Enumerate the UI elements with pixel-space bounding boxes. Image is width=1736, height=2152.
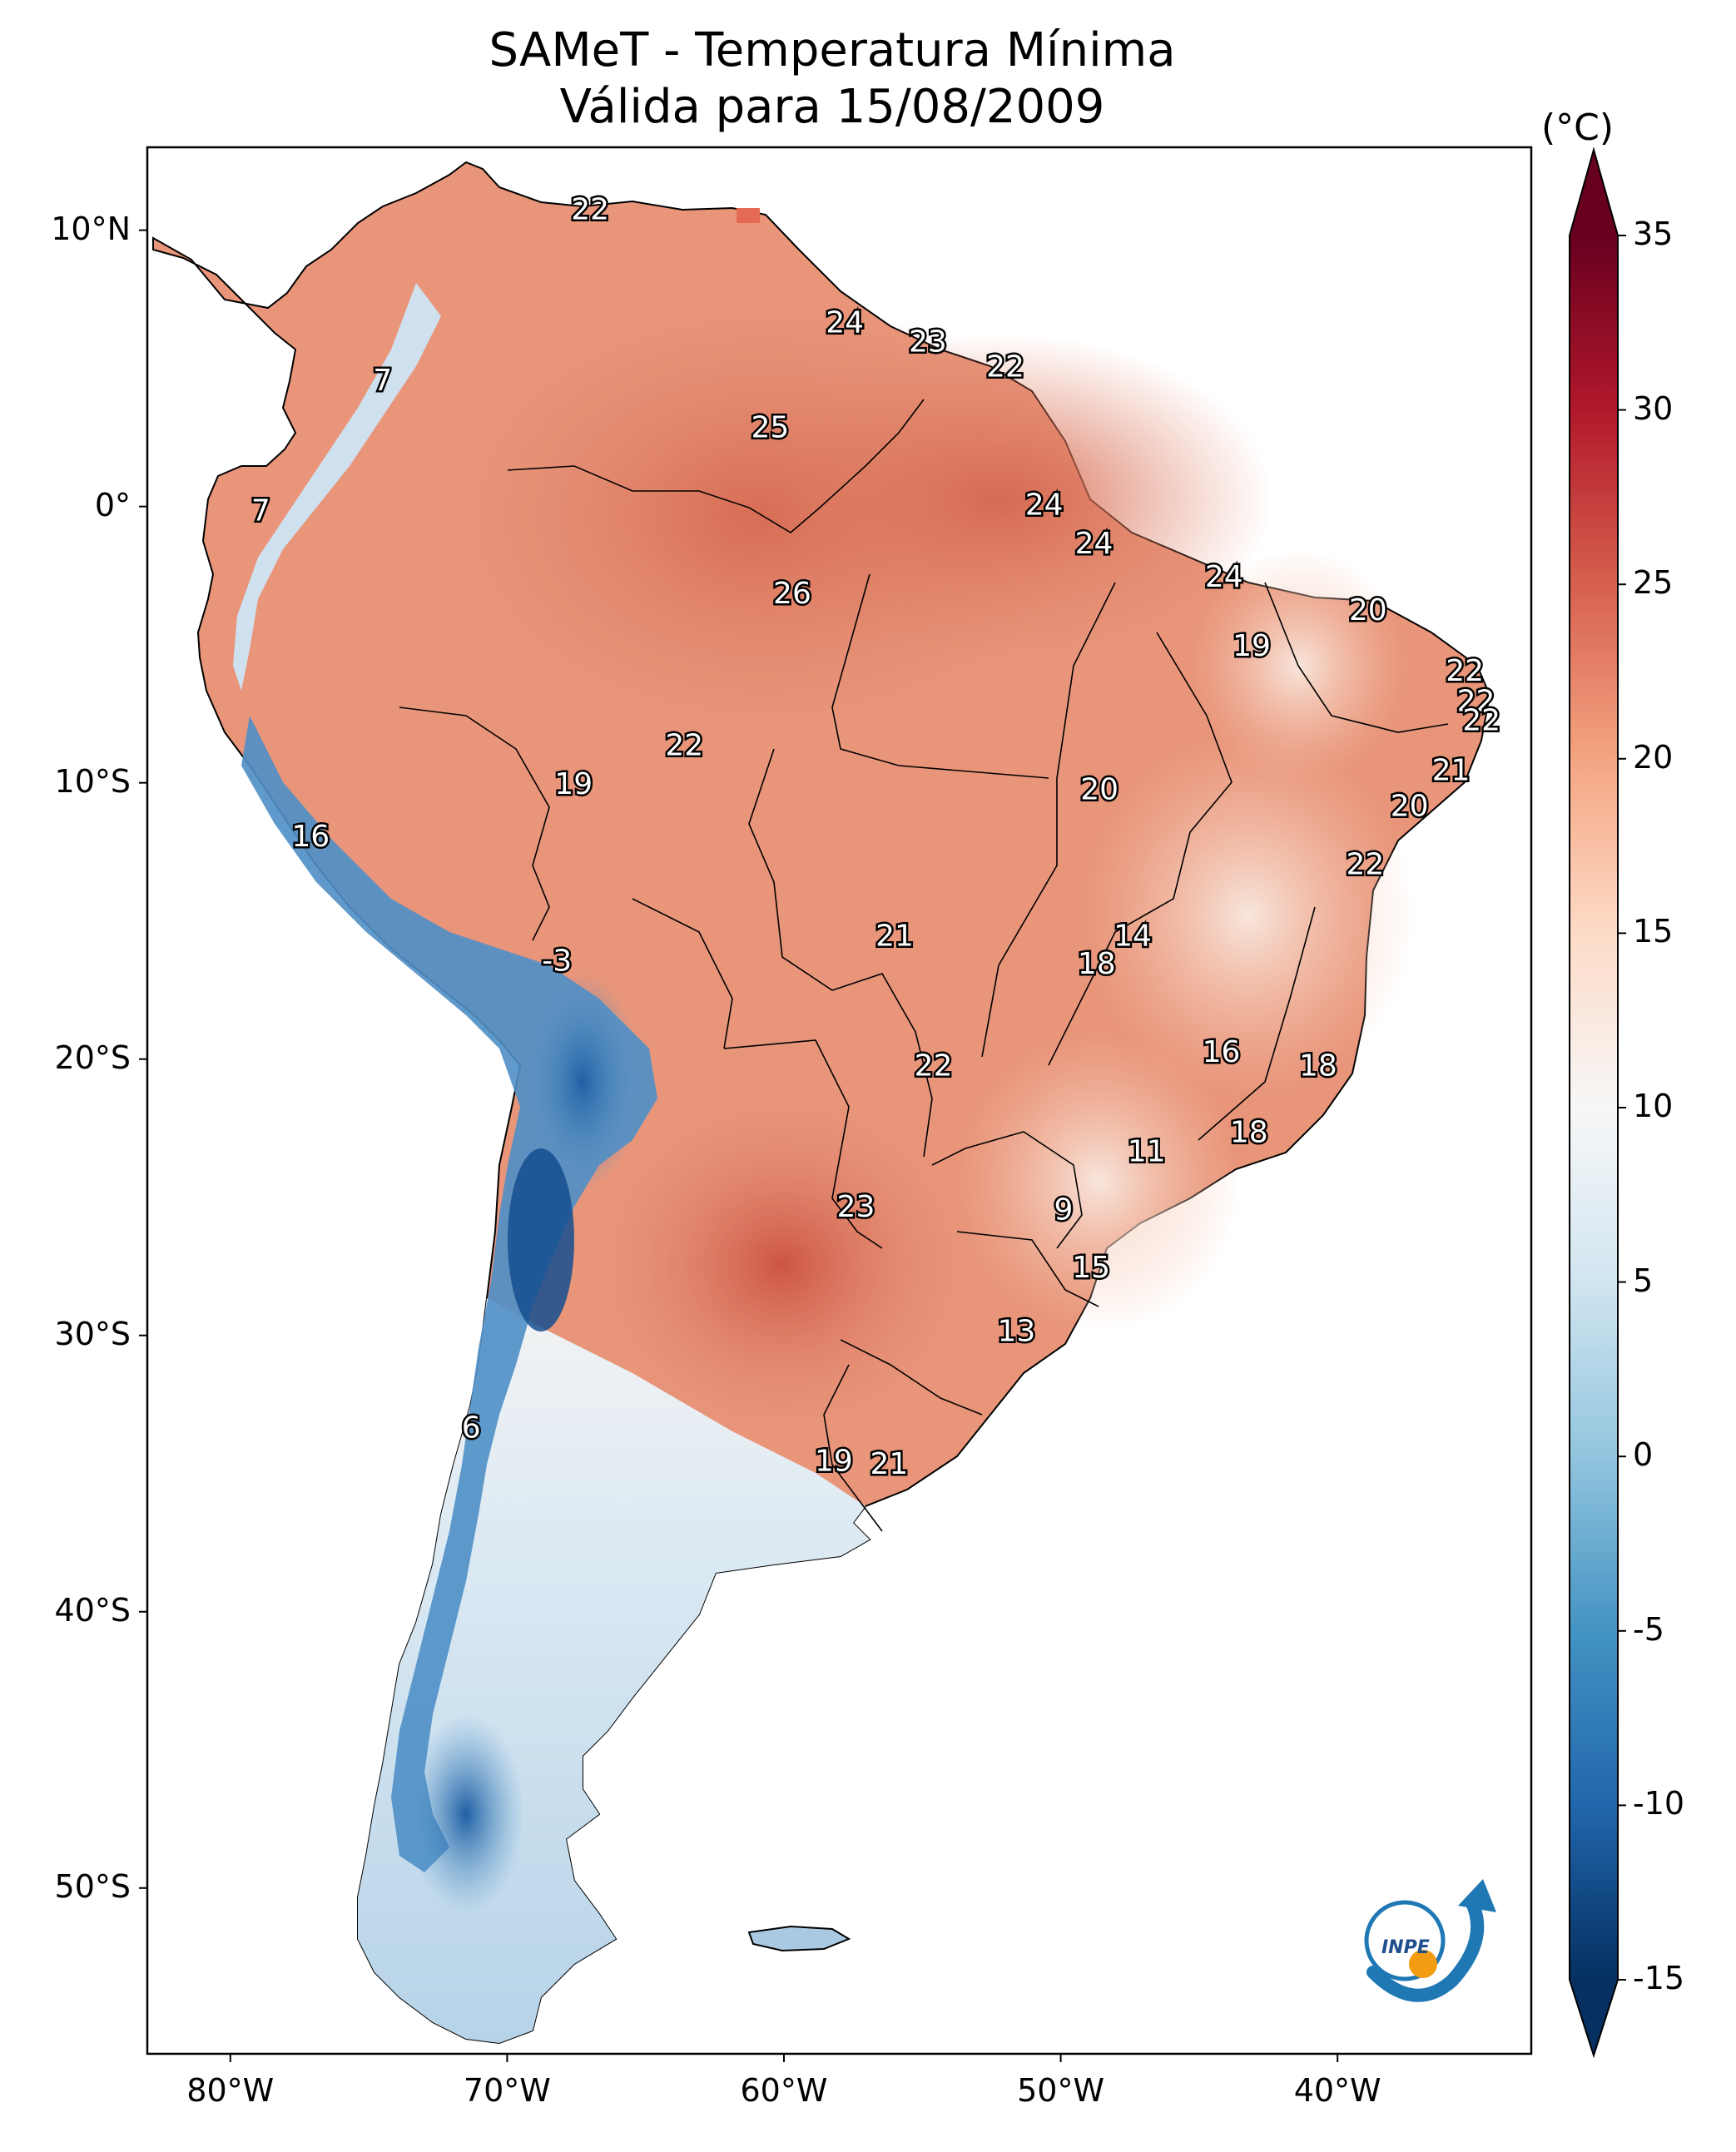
- inpe-logo-sun-icon: [1409, 1950, 1437, 1978]
- temperature-point-label: 9: [1054, 1193, 1073, 1227]
- inpe-logo-text: INPE: [1381, 1937, 1430, 1958]
- lon-tick-label: 70°W: [463, 2072, 551, 2109]
- temperature-point-label: 22: [986, 350, 1024, 384]
- temperature-point-label: 24: [826, 305, 864, 340]
- andes-deep-cold-core: [508, 1148, 574, 1331]
- temperature-point-label: -3: [542, 944, 572, 978]
- temperature-point-label: 22: [1347, 847, 1385, 881]
- temperature-point-label: 13: [997, 1314, 1035, 1348]
- temperature-point-label: 23: [909, 325, 947, 359]
- lat-tick-label: 10°S: [54, 762, 131, 800]
- temperature-point-label: 18: [1299, 1049, 1337, 1083]
- colorbar-tick-label: -15: [1633, 1960, 1685, 1996]
- temperature-point-label: 22: [1457, 684, 1495, 718]
- lat-tick-label: 50°S: [54, 1867, 131, 1905]
- lat-tick-label: 30°S: [54, 1315, 131, 1352]
- map-axis-ticks: [139, 229, 1339, 2062]
- temperature-point-label: 14: [1114, 920, 1152, 954]
- temperature-point-label: 22: [1462, 704, 1500, 738]
- temperature-point-label: 21: [1432, 753, 1471, 787]
- colorbar-tick-label: -10: [1633, 1785, 1685, 1822]
- temperature-point-label: 16: [1203, 1035, 1241, 1069]
- temperature-point-label: 7: [373, 364, 392, 398]
- temperature-point-label: 22: [915, 1049, 953, 1083]
- north-warm-zone: [724, 333, 1273, 666]
- temperature-point-label: 25: [751, 411, 789, 445]
- southeast-pale-zone: [957, 1032, 1240, 1331]
- colorbar-tick-label: 25: [1633, 564, 1674, 602]
- altiplano-cold-core: [524, 974, 641, 1190]
- temperature-point-label: 7: [251, 493, 270, 528]
- temperature-point-label: 6: [462, 1411, 481, 1445]
- temperature-point-label: 21: [875, 920, 914, 954]
- temperature-point-label: 18: [1078, 947, 1116, 981]
- colorbar-min-extension: [1570, 1980, 1618, 2055]
- northern-andes-cool-band: [233, 283, 441, 691]
- temperature-point-label: 19: [1233, 629, 1271, 663]
- temperature-point-label: 23: [837, 1190, 875, 1224]
- caribbean-island: [737, 208, 760, 223]
- falkland-islands: [747, 1925, 851, 1952]
- colorbar: [1569, 146, 1626, 2059]
- inpe-logo-ring: [1364, 1900, 1446, 1981]
- inpe-logo: INPE: [1364, 1879, 1496, 2002]
- temperature-point-label: 24: [1205, 560, 1243, 594]
- temperature-point-label: 26: [773, 577, 811, 611]
- colorbar-tick-label: 0: [1633, 1436, 1654, 1474]
- lat-tick-label: 0°: [94, 486, 131, 523]
- lat-tick-label: 40°S: [54, 1591, 131, 1629]
- chaco-warm-zone: [591, 1090, 974, 1440]
- temperature-point-label: 24: [1075, 527, 1114, 561]
- inpe-logo-arrow-icon: [1458, 1879, 1496, 1912]
- patagonia-cold-core: [408, 1714, 524, 1914]
- lon-tick-label: 80°W: [186, 2072, 275, 2109]
- temperature-point-label: 20: [1080, 773, 1118, 807]
- colorbar-tick-label: 15: [1633, 913, 1674, 950]
- colorbar-tick-label: 5: [1633, 1262, 1654, 1299]
- temperature-point-label: 22: [1446, 654, 1484, 688]
- colorbar-max-extension: [1570, 150, 1618, 236]
- temperature-point-label: 20: [1349, 593, 1387, 627]
- map-title-line1: SAMeT - Temperatura Mínima: [489, 23, 1176, 77]
- lat-tick-label: 20°S: [54, 1039, 131, 1076]
- temperature-point-label: 16: [291, 820, 330, 854]
- colorbar-ticks: [1618, 235, 1626, 1981]
- temperature-point-label: 24: [1025, 488, 1064, 523]
- inpe-logo-swoosh-icon: [1366, 1895, 1485, 2002]
- lat-tick-label: 10°N: [51, 210, 131, 247]
- lon-tick-label: 50°W: [1017, 2072, 1105, 2109]
- temperature-point-label: 15: [1072, 1251, 1110, 1285]
- temperature-point-label: 22: [665, 729, 703, 763]
- map-frame: [146, 146, 1533, 2055]
- temperature-point-label: 18: [1230, 1115, 1268, 1149]
- temperature-point-label: 21: [870, 1447, 908, 1481]
- temperature-point-label: 22: [571, 192, 609, 226]
- colorbar-unit-label: (°C): [1541, 107, 1614, 149]
- colorbar-tick-label: 35: [1633, 216, 1674, 252]
- map-title-line2: Válida para 15/08/2009: [559, 80, 1105, 134]
- lon-tick-label: 60°W: [740, 2072, 828, 2109]
- colorbar-tick-label: 30: [1633, 389, 1674, 427]
- temperature-point-label: 19: [554, 767, 593, 801]
- country-state-borders: [399, 399, 1449, 1532]
- colorbar-tick-label: 20: [1633, 738, 1674, 776]
- temperature-point-label: 19: [815, 1444, 853, 1478]
- colorbar-tick-label: -5: [1633, 1610, 1664, 1648]
- lon-tick-label: 40°W: [1293, 2072, 1381, 2109]
- temperature-point-label: 11: [1128, 1135, 1166, 1169]
- central-brazil-pale-zone: [1082, 732, 1415, 1098]
- colorbar-tick-label: 10: [1633, 1088, 1674, 1124]
- temperature-point-label: 20: [1391, 790, 1429, 824]
- colorbar-gradient: [1570, 236, 1618, 1980]
